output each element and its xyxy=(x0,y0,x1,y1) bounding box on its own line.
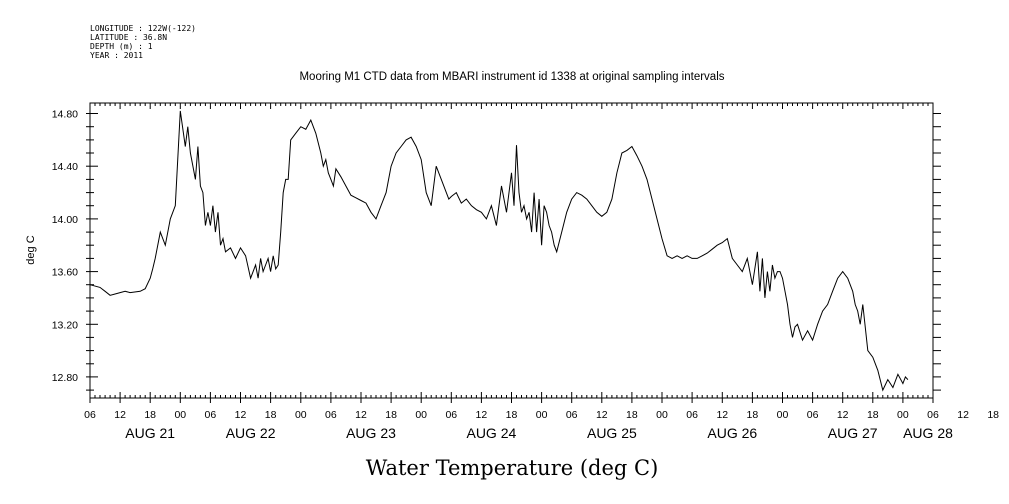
y-tick-labels: 12.80 13.20 13.60 14.00 14.40 14.80 xyxy=(52,109,78,384)
x-tick-label: 06 xyxy=(445,409,457,421)
x-tick-label: 18 xyxy=(987,409,999,421)
x-tick-label: 12 xyxy=(837,409,849,421)
x-tick-label: 18 xyxy=(626,409,638,421)
x-tick-label: 00 xyxy=(295,409,307,421)
x-tick-label: 12 xyxy=(235,409,247,421)
x-tick-label: 06 xyxy=(566,409,578,421)
x-tick-label: 06 xyxy=(205,409,217,421)
y-tick-label: 13.20 xyxy=(52,319,78,331)
x-tick-label: 06 xyxy=(686,409,698,421)
x-tick-label: 00 xyxy=(777,409,789,421)
x-tick-label: 06 xyxy=(84,409,96,421)
x-tick-label: 12 xyxy=(355,409,367,421)
y-axis-label: deg C xyxy=(25,235,37,264)
series-line-water-temperature xyxy=(89,110,909,392)
day-label: AUG 27 xyxy=(828,425,878,441)
day-label: AUG 21 xyxy=(125,425,175,441)
meta-latitude: LATITUDE : 36.8N xyxy=(90,33,167,42)
x-tick-label: 12 xyxy=(596,409,608,421)
x-tick-labels: 06 12 18 00 06 12 18 00 06 12 18 00 06 12 18 00 06 12 18 00… xyxy=(84,409,999,421)
y-tick-label: 12.80 xyxy=(52,372,78,384)
tick-marks xyxy=(86,103,941,403)
x-tick-label: 12 xyxy=(957,409,969,421)
x-tick-label: 12 xyxy=(716,409,728,421)
x-tick-label: 00 xyxy=(174,409,186,421)
metadata-block: LONGITUDE : 122W(-122) LATITUDE : 36.8N … xyxy=(90,24,196,60)
day-label: AUG 28 xyxy=(903,425,953,441)
y-tick-label: 13.60 xyxy=(52,267,78,279)
x-tick-label: 06 xyxy=(927,409,939,421)
x-axis-label: Water Temperature (deg C) xyxy=(366,456,659,480)
day-label: AUG 26 xyxy=(707,425,757,441)
x-tick-label: 06 xyxy=(807,409,819,421)
x-tick-label: 12 xyxy=(476,409,488,421)
meta-depth: DEPTH (m) : 1 xyxy=(90,42,153,51)
day-label: AUG 22 xyxy=(226,425,276,441)
x-tick-label: 00 xyxy=(656,409,668,421)
x-tick-label: 18 xyxy=(506,409,518,421)
x-tick-label: 18 xyxy=(385,409,397,421)
x-tick-label: 18 xyxy=(867,409,879,421)
x-tick-label: 18 xyxy=(747,409,759,421)
day-labels: AUG 21 AUG 22 AUG 23 AUG 24 AUG 25 AUG 26 AUG … xyxy=(125,425,953,441)
chart-title: Mooring M1 CTD data from MBARI instrumen… xyxy=(299,71,724,83)
meta-year: YEAR : 2011 xyxy=(90,51,143,60)
meta-longitude: LONGITUDE : 122W(-122) xyxy=(90,24,196,33)
day-label: AUG 24 xyxy=(466,425,516,441)
x-tick-label: 00 xyxy=(897,409,909,421)
x-tick-label: 18 xyxy=(265,409,277,421)
x-tick-label: 18 xyxy=(144,409,156,421)
x-tick-label: 00 xyxy=(536,409,548,421)
y-tick-label: 14.80 xyxy=(52,109,78,121)
plot-frame xyxy=(89,102,934,399)
x-tick-label: 12 xyxy=(114,409,126,421)
y-tick-label: 14.00 xyxy=(52,214,78,226)
day-label: AUG 25 xyxy=(587,425,637,441)
day-label: AUG 23 xyxy=(346,425,396,441)
y-tick-label: 14.40 xyxy=(52,161,78,173)
x-tick-label: 00 xyxy=(415,409,427,421)
x-tick-label: 06 xyxy=(325,409,337,421)
